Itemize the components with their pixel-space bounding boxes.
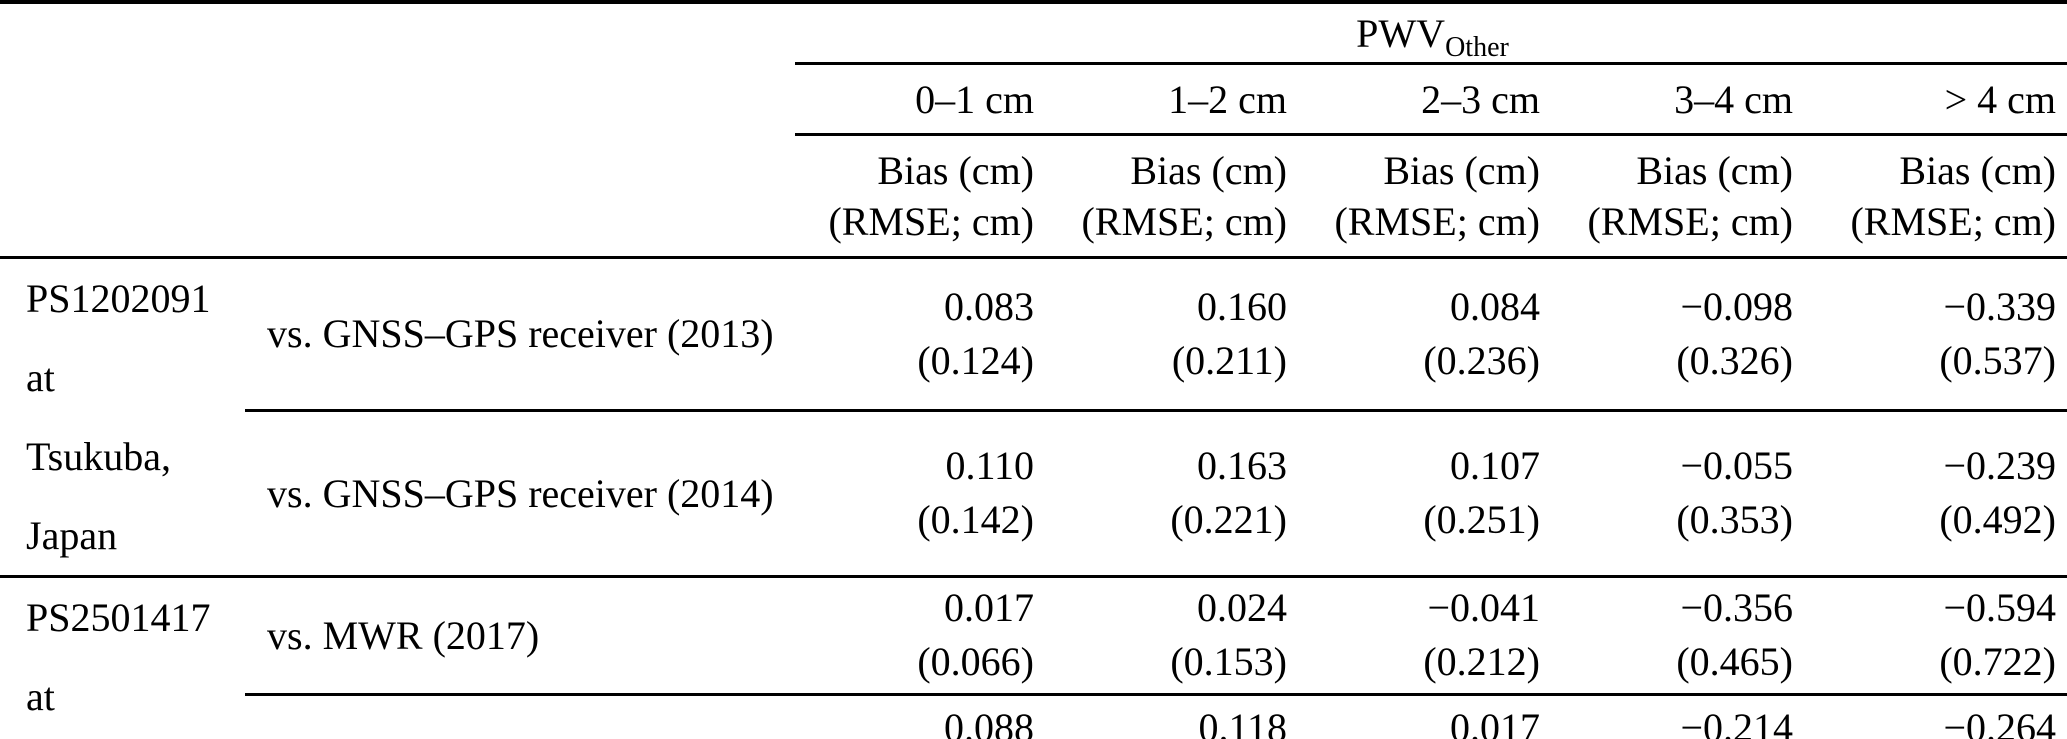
bias-value: −0.098 (1680, 283, 1793, 329)
bias-value: −0.339 (1943, 283, 2056, 329)
value-cell: 0.088(0.105) (795, 694, 1048, 739)
value-cell: 0.163 (0.221) (1048, 410, 1301, 579)
value-cell: 0.017 (0.066) (795, 576, 1048, 696)
rmse-value: (0.251) (1423, 497, 1540, 543)
rmse-label: (RMSE; cm) (1587, 199, 1793, 244)
station-line1: PS1202091 at (26, 276, 211, 400)
comparison-label: vs. AERONET (2017) (245, 694, 795, 739)
value-cell: −0.239 (0.492) (1807, 410, 2067, 579)
bias-label: Bias (cm) (1383, 148, 1540, 193)
value-cell: 0.084 (0.236) (1301, 257, 1554, 412)
table-row: vs. GNSS–GPS receiver (2014) 0.110 (0.142… (0, 410, 2067, 579)
bias-label: Bias (cm) (1130, 148, 1287, 193)
metric-header: Bias (cm) (RMSE; cm) (1048, 134, 1301, 259)
value-cell: −0.041 (0.212) (1301, 576, 1554, 696)
rmse-value: (0.124) (917, 337, 1034, 383)
value-cell: 0.083 (0.124) (795, 257, 1048, 412)
value-cell: −0.055 (0.353) (1554, 410, 1807, 579)
bias-value: −0.264 (1943, 705, 2056, 739)
value-cell: −0.214(0.386) (1554, 694, 1807, 739)
bias-value: −0.055 (1680, 443, 1793, 489)
table-header-row-metrics: Bias (cm) (RMSE; cm) Bias (cm) (RMSE; cm) … (0, 134, 2067, 259)
table-header-row-span: PWVOther (0, 2, 2067, 65)
value-cell: −0.098 (0.326) (1554, 257, 1807, 412)
header-blank-cell (0, 134, 795, 259)
rmse-value: (0.142) (917, 497, 1034, 543)
bias-value: 0.017 (944, 585, 1034, 631)
bias-value: 0.107 (1450, 443, 1540, 489)
value-cell: 0.017(0.223) (1301, 694, 1554, 739)
value-cell: −0.264(0.306) (1807, 694, 2067, 739)
value-cell: −0.339 (0.537) (1807, 257, 2067, 412)
bias-label: Bias (cm) (1899, 148, 2056, 193)
bias-value: −0.356 (1680, 585, 1793, 631)
metric-header: Bias (cm) (RMSE; cm) (1301, 134, 1554, 259)
pwv-label: PWV (1356, 10, 1446, 56)
column-header-gt4cm: > 4 cm (1807, 63, 2067, 136)
rmse-value: (0.221) (1170, 497, 1287, 543)
rmse-value: (0.537) (1939, 337, 2056, 383)
rmse-value: (0.353) (1676, 497, 1793, 543)
column-header-3-4cm: 3–4 cm (1554, 63, 1807, 136)
column-header-1-2cm: 1–2 cm (1048, 63, 1301, 136)
bias-value: 0.083 (944, 283, 1034, 329)
rmse-label: (RMSE; cm) (1334, 199, 1540, 244)
bias-value: 0.118 (1198, 705, 1287, 739)
value-cell: 0.024 (0.153) (1048, 576, 1301, 696)
station-line2: Tsukuba, Japan (26, 434, 171, 558)
table-row: vs. AERONET (2017) 0.088(0.105) 0.118(0.… (0, 694, 2067, 739)
metric-header: Bias (cm) (RMSE; cm) (1554, 134, 1807, 259)
rmse-value: (0.212) (1423, 639, 1540, 685)
value-cell: 0.110 (0.142) (795, 410, 1048, 579)
table-header-row-ranges: 0–1 cm 1–2 cm 2–3 cm 3–4 cm > 4 cm (0, 63, 2067, 136)
rmse-label: (RMSE; cm) (1850, 199, 2056, 244)
metric-header: Bias (cm) (RMSE; cm) (1807, 134, 2067, 259)
header-blank-cell (0, 64, 795, 135)
station-cell-chiba: PS2501417 atChiba, Japan (0, 576, 245, 739)
bias-label: Bias (cm) (877, 148, 1034, 193)
rmse-value: (0.465) (1676, 639, 1793, 685)
header-blank-cell (0, 2, 795, 64)
table-row: PS1202091 at Tsukuba, Japan vs. GNSS–GPS … (0, 257, 2067, 578)
value-cell: −0.594 (0.722) (1807, 576, 2067, 696)
rmse-value: (0.066) (917, 639, 1034, 685)
rmse-value: (0.326) (1676, 337, 1793, 383)
value-cell: −0.356 (0.465) (1554, 576, 1807, 696)
comparison-label: vs. GNSS–GPS receiver (2013) (245, 257, 795, 412)
bias-value: −0.214 (1680, 705, 1793, 739)
bias-value: 0.024 (1197, 585, 1287, 631)
bias-value: 0.163 (1197, 443, 1287, 489)
value-cell: 0.160 (0.211) (1048, 257, 1301, 412)
bias-value: −0.594 (1943, 585, 2056, 631)
bias-value: 0.160 (1197, 283, 1287, 329)
bias-value: 0.088 (944, 705, 1034, 739)
metric-header: Bias (cm) (RMSE; cm) (795, 134, 1048, 259)
comparison-label: vs. GNSS–GPS receiver (2014) (245, 410, 795, 579)
rmse-value: (0.153) (1170, 639, 1287, 685)
column-header-2-3cm: 2–3 cm (1301, 63, 1554, 136)
bias-value: 0.110 (945, 443, 1034, 489)
rmse-label: (RMSE; cm) (828, 199, 1034, 244)
pwv-subscript: Other (1445, 31, 1509, 63)
value-cell: 0.107 (0.251) (1301, 410, 1554, 579)
rmse-label: (RMSE; cm) (1081, 199, 1287, 244)
station-line1: PS2501417 at (26, 595, 211, 719)
station-cell-tsukuba: PS1202091 at Tsukuba, Japan (0, 257, 245, 578)
value-cell: 0.118(0.192) (1048, 694, 1301, 739)
comparison-label: vs. MWR (2017) (245, 576, 795, 696)
rmse-value: (0.722) (1939, 639, 2056, 685)
table-row: PS2501417 atChiba, Japan vs. MWR (2017) … (0, 576, 2067, 739)
rmse-value: (0.236) (1423, 337, 1540, 383)
bias-label: Bias (cm) (1636, 148, 1793, 193)
bias-value: −0.041 (1427, 585, 1540, 631)
rmse-value: (0.211) (1171, 337, 1287, 383)
bias-value: −0.239 (1943, 443, 2056, 489)
bias-value: 0.084 (1450, 283, 1540, 329)
rmse-value: (0.492) (1939, 497, 2056, 543)
column-header-0-1cm: 0–1 cm (795, 63, 1048, 136)
pwv-other-span-header: PWVOther (795, 2, 2067, 65)
bias-value: 0.017 (1450, 705, 1540, 739)
